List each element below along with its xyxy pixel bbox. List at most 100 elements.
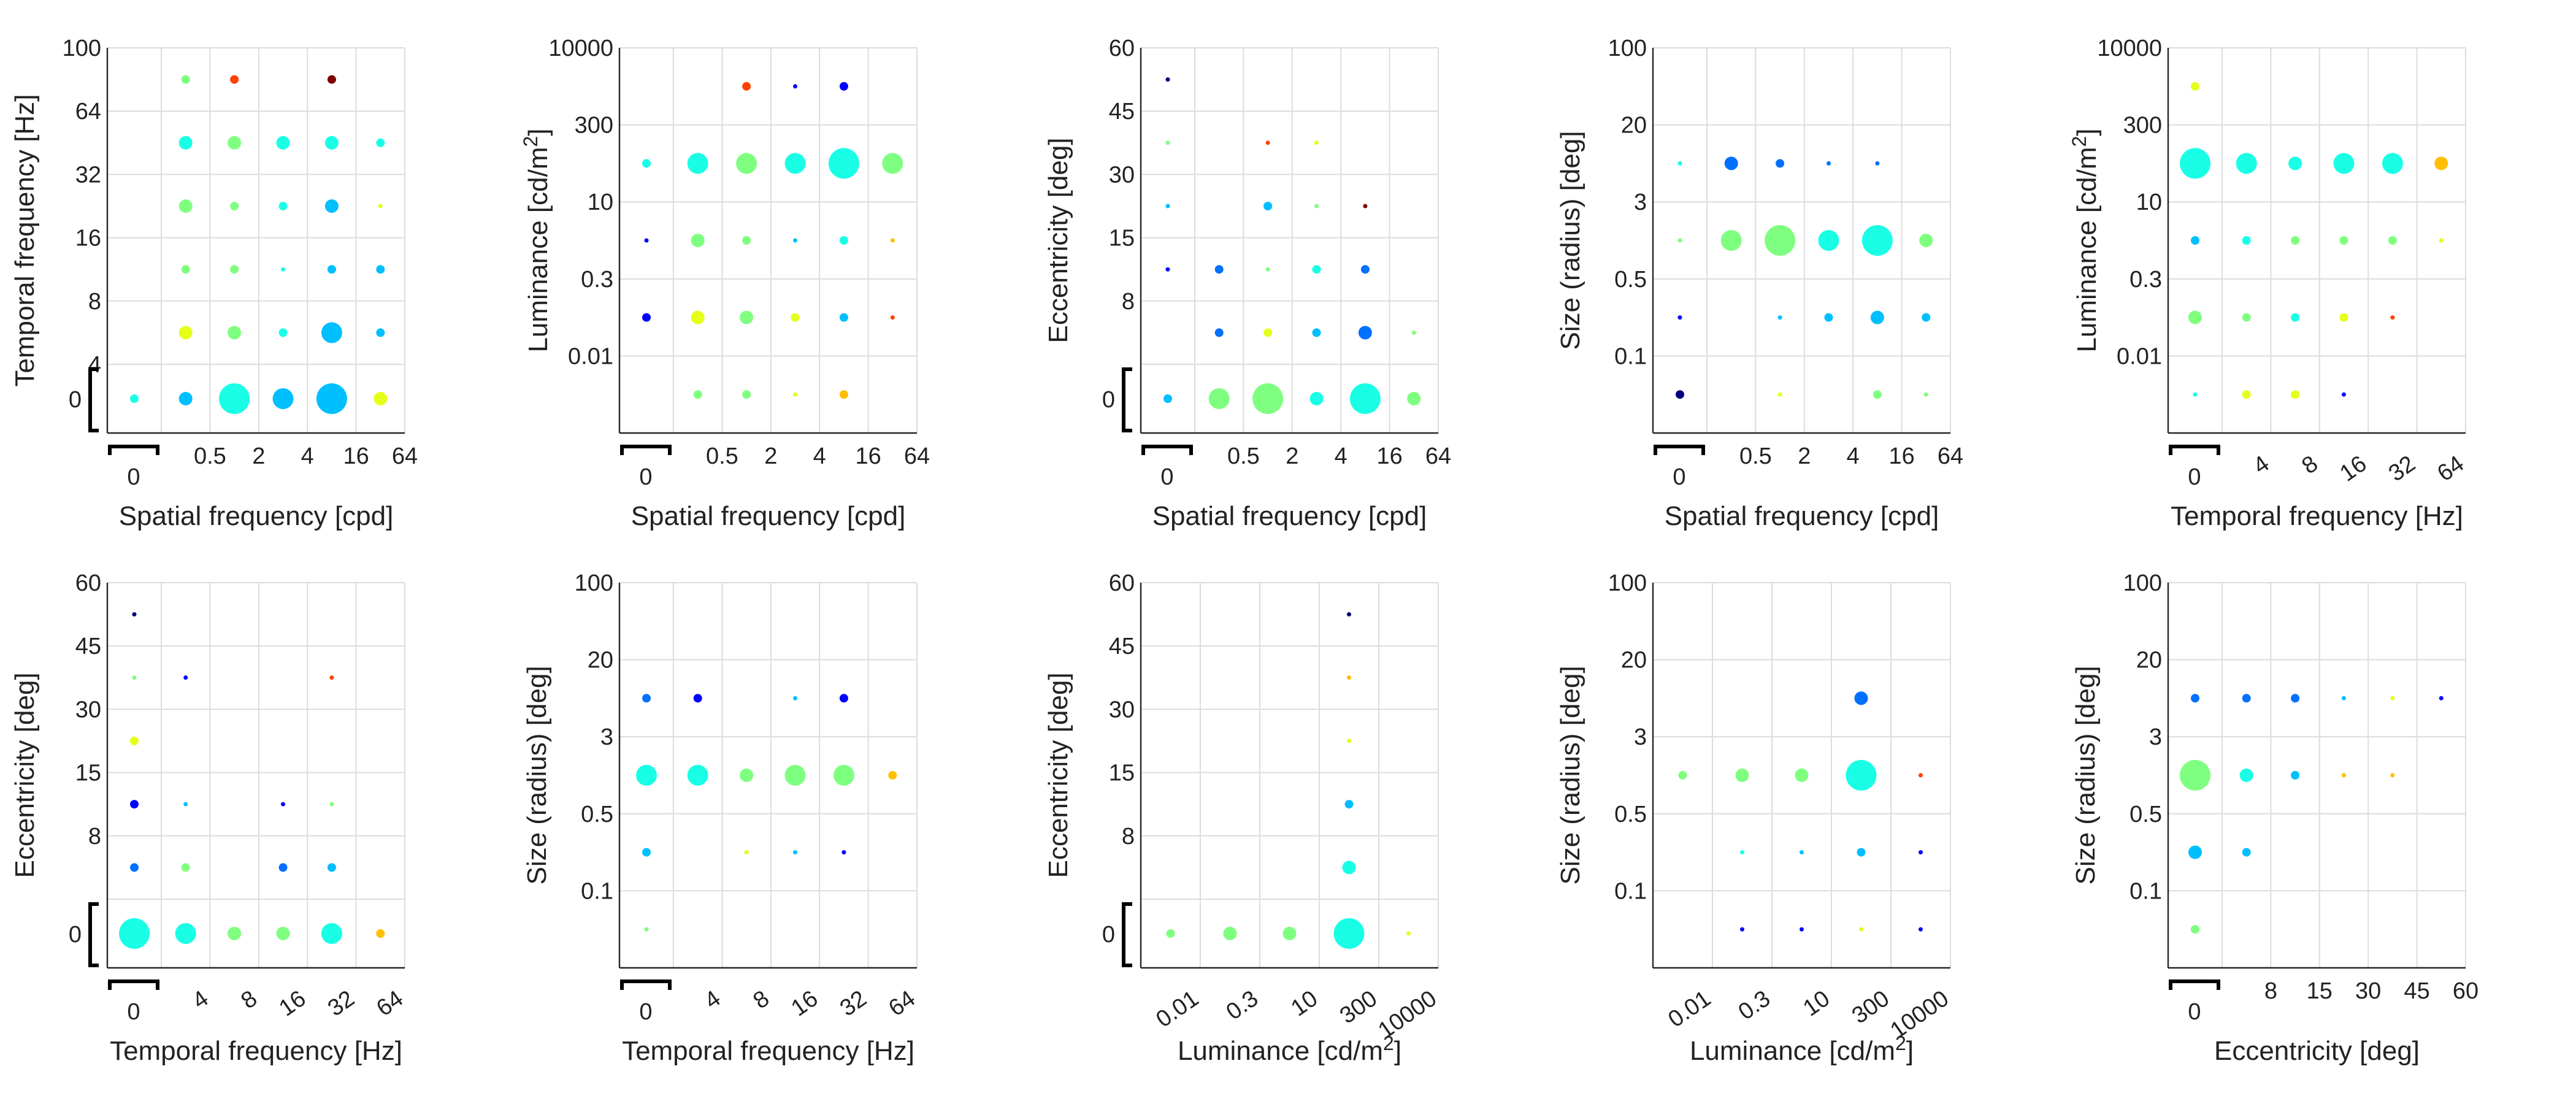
y-tick-label: 32: [75, 162, 101, 188]
x-tick-label: 8: [2264, 978, 2277, 1004]
data-point: [1358, 326, 1372, 340]
y-tick-label: 10: [2136, 190, 2162, 215]
data-point: [839, 236, 848, 245]
x-tick-label: 4: [700, 986, 725, 1014]
data-point: [1923, 392, 1928, 397]
y-tick-label: 8: [1122, 824, 1135, 849]
y-tick-label: 0.1: [1614, 878, 1647, 904]
x-tick-label: 0.3: [1734, 986, 1775, 1025]
y-tick-label: 10: [588, 190, 613, 215]
data-point: [1720, 230, 1742, 251]
x-tick-label: 4: [1335, 443, 1347, 469]
y-tick-label: 3: [2149, 724, 2162, 750]
y-axis-title: Size (radius) [deg]: [1555, 665, 1585, 884]
y-tick-label: 10000: [2097, 36, 2162, 61]
data-point: [642, 694, 651, 703]
data-point: [691, 234, 705, 247]
y-zero-label: 0: [1102, 387, 1115, 413]
data-point: [2191, 925, 2199, 934]
data-point: [178, 199, 193, 213]
x-tick-label: 4: [188, 986, 213, 1014]
data-point: [1342, 861, 1356, 875]
x-tick-label: 64: [884, 986, 920, 1022]
data-point: [276, 136, 290, 150]
y-axis-title: Eccentricity [deg]: [10, 672, 40, 878]
data-point: [742, 82, 751, 91]
data-point: [1919, 773, 1923, 778]
data-point: [378, 204, 383, 209]
x-tick-label: 0.5: [706, 443, 738, 469]
data-point: [376, 138, 385, 147]
data-point: [130, 394, 139, 403]
data-point: [687, 765, 708, 786]
data-point: [1922, 313, 1931, 322]
y-tick-label: 100: [2123, 570, 2162, 596]
y-tick-label: 45: [75, 634, 101, 659]
data-point: [1265, 140, 1270, 145]
data-point: [276, 927, 290, 940]
x-axis-title: Luminance [cd/m2]: [1178, 1032, 1401, 1066]
data-point: [1740, 927, 1744, 932]
data-point: [2191, 236, 2199, 245]
data-point: [178, 136, 193, 150]
data-point: [281, 267, 285, 272]
data-point: [1214, 265, 1224, 274]
data-point: [888, 771, 897, 780]
x-tick-label: 64: [392, 443, 418, 469]
data-point: [1406, 931, 1411, 936]
y-tick-label: 60: [1109, 36, 1135, 61]
data-point: [278, 328, 288, 337]
data-point: [178, 392, 193, 405]
x-zero-label: 0: [639, 464, 652, 490]
x-tick-label: 45: [2404, 978, 2429, 1004]
panel-p7: 100 20 3 0.5 0.1 4 8 16 32 64 0 Temporal frequency …: [522, 570, 920, 1066]
data-point: [839, 313, 848, 322]
data-point: [1678, 771, 1687, 780]
y-tick-label: 10000: [548, 36, 613, 61]
data-point: [839, 694, 848, 703]
x-tick-label: 2: [1286, 443, 1298, 469]
data-point: [327, 75, 336, 84]
x-zero-bracket: [108, 979, 159, 990]
x-tick-label: 0.5: [1739, 443, 1772, 469]
data-point: [321, 923, 342, 944]
x-tick-label: 2: [764, 443, 777, 469]
data-point: [1282, 927, 1297, 940]
x-tick-label: 4: [1847, 443, 1860, 469]
data-point: [1263, 328, 1273, 337]
data-point: [2242, 390, 2251, 399]
data-point: [272, 388, 294, 409]
x-tick-label: 4: [2248, 451, 2274, 480]
data-point: [1919, 850, 1923, 855]
y-tick-label: 100: [575, 570, 613, 596]
data-point: [1740, 850, 1744, 855]
grid-p4: [1653, 47, 1951, 433]
y-tick-label: 0.1: [1614, 343, 1647, 369]
panel-p5: 10000 300 10 0.3 0.01 4 8 16 32 64 0 Temporal frequ…: [2068, 36, 2469, 531]
x-tick-label: 8: [2298, 451, 2323, 480]
data-point: [2242, 694, 2251, 703]
data-point: [839, 82, 848, 91]
y-axis-title: Eccentricity [deg]: [1043, 672, 1073, 878]
x-tick-label: 16: [1376, 443, 1402, 469]
data-point: [321, 322, 342, 343]
y-tick-label: 20: [588, 648, 613, 673]
x-tick-label: 10: [1286, 986, 1322, 1022]
x-tick-label: 16: [275, 986, 311, 1022]
y-tick-label: 20: [1621, 648, 1647, 673]
y-zero-label: 0: [1102, 922, 1115, 948]
data-point: [1677, 315, 1682, 320]
x-zero-label: 0: [1160, 464, 1173, 490]
data-point: [2342, 773, 2346, 778]
data-point: [784, 153, 806, 174]
data-point: [376, 328, 385, 337]
data-point: [740, 769, 754, 782]
data-point: [2188, 845, 2202, 859]
data-point: [230, 265, 239, 274]
data-point: [1724, 156, 1738, 171]
x-zero-label: 0: [639, 999, 652, 1025]
data-point: [1344, 800, 1354, 809]
data-point: [1870, 310, 1884, 324]
